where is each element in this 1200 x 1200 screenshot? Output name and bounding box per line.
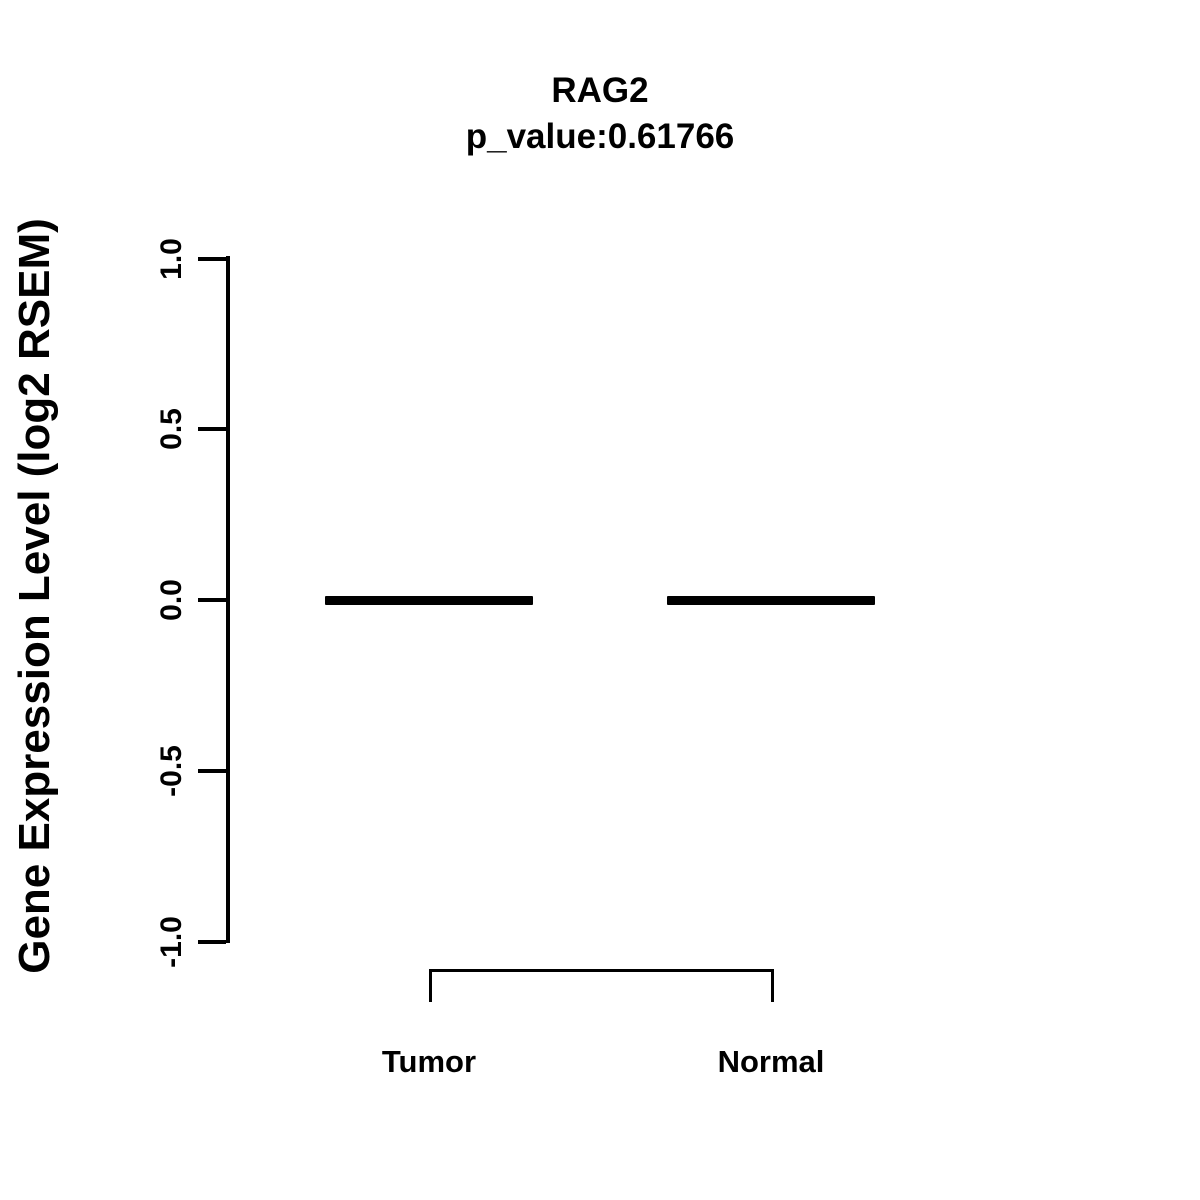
y-axis-tick-label: 0.5 (155, 408, 188, 451)
y-axis-tick (198, 427, 226, 432)
comparison-bracket-left-arm (429, 969, 432, 1002)
comparison-bracket-top (429, 969, 774, 972)
title-block: RAG2 p_value:0.61766 (0, 68, 1200, 160)
y-axis-tick-label: 1.0 (155, 237, 188, 280)
y-axis-tick-label: -0.5 (155, 744, 188, 797)
y-axis-tick-label: -1.0 (155, 915, 188, 968)
x-category-label-tumor: Tumor (381, 1044, 477, 1079)
y-axis-line (226, 256, 230, 943)
comparison-bracket-right-arm (771, 969, 774, 1002)
y-axis-tick-label: 0.0 (155, 579, 188, 621)
chart-title: RAG2 (551, 71, 649, 110)
x-category-label-normal: Normal (717, 1044, 825, 1079)
y-axis-tick (198, 768, 226, 773)
y-axis-tick (198, 256, 226, 261)
boxplot-median-tumor (325, 595, 533, 605)
y-axis-tick (198, 939, 226, 944)
y-axis-tick (198, 598, 226, 602)
boxplot-median-normal (667, 595, 875, 605)
chart-pvalue-subtitle: p_value:0.61766 (465, 117, 735, 156)
